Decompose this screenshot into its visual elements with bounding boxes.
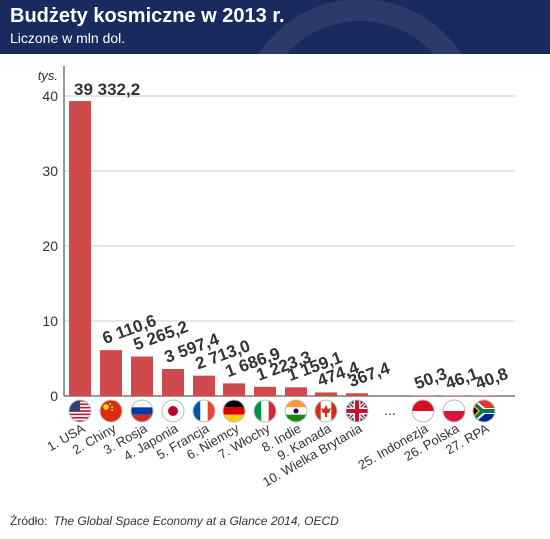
y-tick-label: 20 bbox=[42, 238, 58, 254]
header-banner: Budżety kosmiczne w 2013 r. Liczone w ml… bbox=[0, 0, 550, 54]
bar-4 bbox=[162, 369, 184, 396]
russia-flag-icon bbox=[130, 399, 154, 423]
france-flag-icon bbox=[192, 399, 216, 423]
bar-10 bbox=[346, 393, 368, 396]
ellipsis-icon: ... bbox=[384, 402, 396, 418]
y-tick-label: 40 bbox=[42, 88, 58, 104]
source-label: Źródło: bbox=[10, 514, 48, 528]
canada-flag-icon bbox=[314, 399, 338, 423]
bar-9 bbox=[315, 392, 337, 396]
y-tick-label: 10 bbox=[42, 313, 58, 329]
y-tick-label: 0 bbox=[50, 388, 58, 404]
south-africa-flag-icon bbox=[472, 399, 496, 423]
bar-1 bbox=[69, 101, 91, 397]
indonesia-flag-icon bbox=[411, 399, 435, 423]
bar-6 bbox=[223, 383, 245, 396]
logo-watermark bbox=[258, 0, 462, 54]
bar-12 bbox=[443, 395, 465, 396]
japan-flag-icon bbox=[161, 399, 185, 423]
page-subtitle: Liczone w mln dol. bbox=[10, 30, 126, 46]
usa-flag-icon bbox=[68, 399, 92, 423]
y-tick-label: 30 bbox=[42, 163, 58, 179]
y-unit-label: tys. bbox=[38, 68, 58, 83]
bar-13 bbox=[473, 395, 495, 396]
italy-flag-icon bbox=[253, 399, 277, 423]
value-label: 39 332,2 bbox=[74, 80, 140, 99]
bar-7 bbox=[254, 386, 276, 396]
bar-3 bbox=[131, 356, 153, 396]
germany-flag-icon bbox=[222, 399, 246, 423]
poland-flag-icon bbox=[442, 399, 466, 423]
source-note: Źródło: The Global Space Economy at a Gla… bbox=[10, 514, 339, 528]
china-flag-icon bbox=[99, 399, 123, 423]
source-text: The Global Space Economy at a Glance 201… bbox=[53, 514, 339, 528]
bar-5 bbox=[193, 375, 215, 396]
bar-11 bbox=[412, 395, 434, 396]
bar-8 bbox=[285, 387, 307, 396]
header-background bbox=[0, 0, 550, 54]
value-label: 40,8 bbox=[473, 364, 511, 393]
india-flag-icon bbox=[284, 399, 308, 423]
page-title: Budżety kosmiczne w 2013 r. bbox=[10, 5, 285, 27]
bar-2 bbox=[100, 350, 122, 396]
uk-flag-icon bbox=[345, 399, 369, 423]
